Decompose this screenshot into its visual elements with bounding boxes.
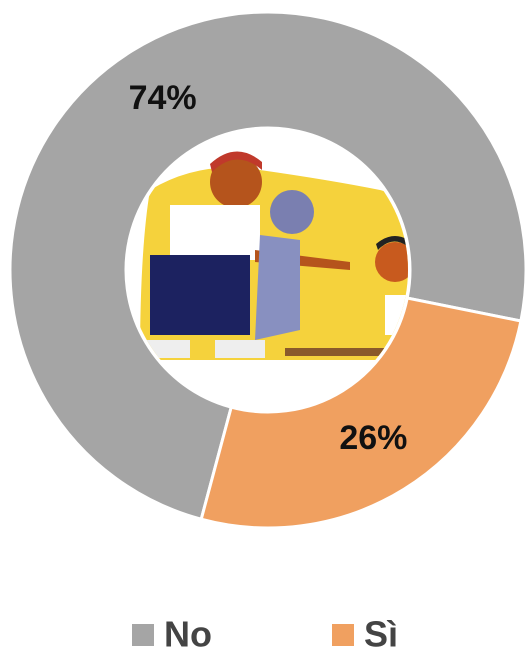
donut-slice [8, 10, 525, 522]
legend-swatch [332, 624, 354, 646]
legend-swatch [132, 624, 154, 646]
illustration [128, 130, 408, 410]
value-label: 26% [339, 419, 407, 457]
legend-label: Sì [364, 614, 398, 654]
legend-label: No [164, 614, 212, 654]
value-label: 74% [129, 79, 197, 117]
donut-slice [199, 296, 523, 530]
slices [8, 10, 525, 530]
legend: No Sì [132, 614, 398, 654]
